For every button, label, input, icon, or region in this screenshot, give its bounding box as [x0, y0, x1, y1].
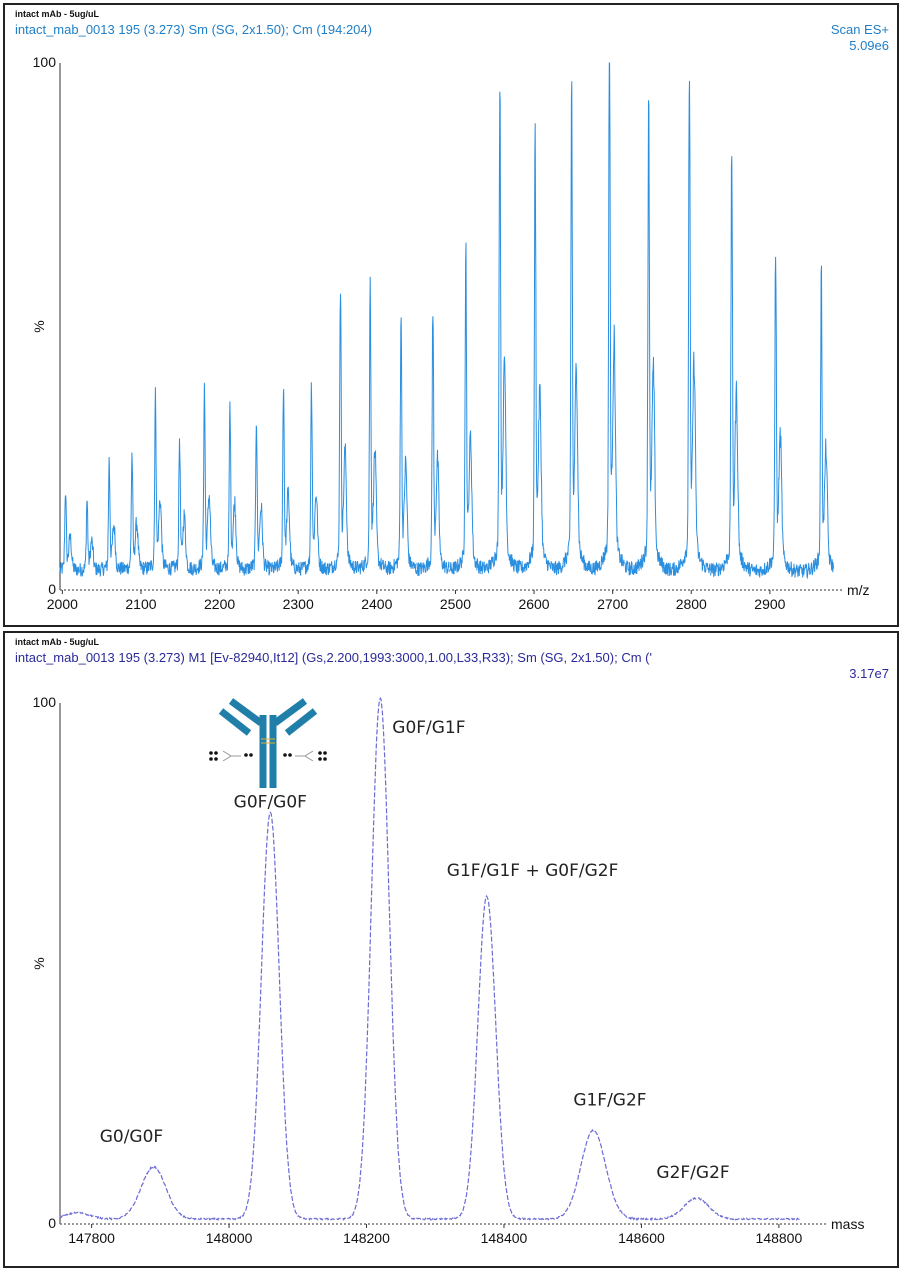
- peak-annotation: G0F/G0F: [234, 793, 307, 813]
- peak-z61: [385, 317, 418, 575]
- peak-annotation: G1F/G2F: [573, 1090, 646, 1110]
- peak-z54: [628, 100, 670, 576]
- peak-annotation: G0/G0F: [100, 1127, 163, 1147]
- x-tick-label: 2700: [597, 596, 628, 612]
- peak-annotation: G1F/G1F + G0F/G2F: [447, 861, 619, 881]
- peak-G0F-G0F: [211, 811, 326, 1221]
- mass-spectrum-chart: 0 100% mass 147800 148000 148200 148400 148600 1…: [31, 694, 864, 1246]
- peak-z74: [59, 495, 77, 574]
- peak-z73: [75, 500, 99, 577]
- peak-z69: [167, 438, 193, 576]
- x-tick-label: 2100: [125, 596, 156, 612]
- peak-z58: [482, 91, 518, 574]
- y-tick-label: 0: [48, 1215, 56, 1231]
- mz-spectrum-chart: 0 100% m/z 2000 2100 2200 2300 2400 2500 2600 2700…: [31, 54, 870, 612]
- peak-G2F-G2F: [644, 1196, 800, 1222]
- x-tick-label: 148400: [481, 1230, 528, 1246]
- peak-G0-G0F: [59, 1165, 213, 1221]
- mz-spectrum-panel: intact mAb - 5ug/uL intact_mab_0013 195 …: [3, 3, 899, 627]
- peak-G1F-G2F: [540, 1128, 646, 1221]
- peak-z72: [97, 456, 121, 577]
- x-tick-label: 2200: [204, 596, 235, 612]
- peak-z56: [552, 81, 591, 576]
- x-tick-label: 2600: [518, 596, 549, 612]
- peak-z66: [242, 425, 271, 576]
- peak-annotation: G2F/G2F: [656, 1163, 729, 1183]
- scan-mode: Scan ES+: [830, 22, 889, 37]
- deconvolution-info: intact_mab_0013 195 (3.273) M1 [Ev-82940…: [15, 650, 652, 665]
- y-axis-label: %: [31, 957, 47, 969]
- peak-G0F-G1F: [324, 696, 434, 1221]
- peak-z70: [143, 387, 168, 576]
- x-axis-label: mass: [831, 1216, 864, 1232]
- sample-title: intact mAb - 5ug/uL: [15, 9, 99, 19]
- x-tick-label: 148600: [618, 1230, 665, 1246]
- x-axis-label: m/z: [847, 582, 870, 598]
- peak-z57: [517, 123, 554, 574]
- sample-title: intact mAb - 5ug/uL: [15, 637, 99, 647]
- peak-z63: [325, 293, 356, 576]
- peak-z60: [416, 316, 450, 577]
- x-tick-label: 2300: [283, 596, 314, 612]
- y-tick-label: 100: [33, 54, 57, 70]
- peak-z67: [216, 401, 244, 576]
- max-intensity: 5.09e6: [849, 38, 889, 53]
- x-tick-label: 2500: [440, 596, 471, 612]
- x-tick-label: 2400: [361, 596, 392, 612]
- peak-z52: [710, 156, 754, 577]
- y-tick-label: 0: [48, 581, 56, 597]
- x-tick-label: 2000: [47, 596, 78, 612]
- peak-z53: [668, 80, 711, 576]
- peak-z55: [590, 62, 630, 576]
- peak-z50: [798, 265, 834, 580]
- peak-z65: [269, 388, 298, 575]
- y-tick-label: 100: [33, 694, 57, 710]
- deconvoluted-mass-panel: intact mAb - 5ug/uL intact_mab_0013 195 …: [3, 631, 899, 1268]
- peak-z59: [448, 242, 484, 575]
- peak-z68: [191, 382, 218, 576]
- x-tick-label: 2900: [754, 596, 785, 612]
- peak-z62: [354, 276, 386, 575]
- x-tick-label: 147800: [68, 1230, 115, 1246]
- peak-z51: [753, 256, 799, 578]
- x-tick-label: 148000: [206, 1230, 253, 1246]
- antibody-icon: [209, 698, 327, 788]
- peak-G1F-G1F-G0F-G2F: [433, 894, 541, 1221]
- y-axis-label: %: [31, 320, 47, 332]
- peak-z64: [297, 382, 327, 576]
- x-tick-label: 148200: [343, 1230, 390, 1246]
- peak-annotation: G0F/G1F: [392, 718, 465, 738]
- peak-z71: [120, 452, 145, 575]
- x-tick-label: 148800: [756, 1230, 803, 1246]
- max-intensity: 3.17e7: [849, 666, 889, 681]
- x-tick-label: 2800: [676, 596, 707, 612]
- scan-info: intact_mab_0013 195 (3.273) Sm (SG, 2x1.…: [15, 22, 372, 37]
